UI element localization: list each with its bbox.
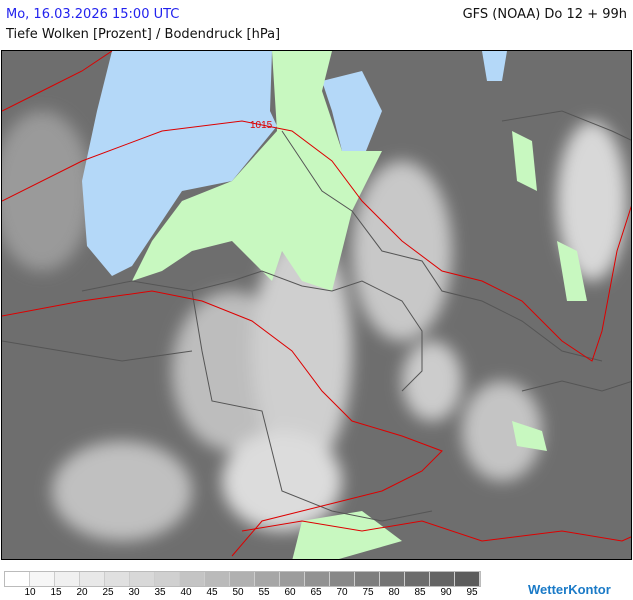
legend-swatch (55, 572, 80, 586)
legend-swatch (355, 572, 380, 586)
legend-swatch (405, 572, 430, 586)
legend-label: 25 (102, 587, 114, 598)
legend-label: 65 (310, 587, 322, 598)
legend-label: 85 (414, 587, 426, 598)
legend-label: 10 (24, 587, 36, 598)
country-borders (2, 110, 631, 522)
legend-label: 70 (336, 587, 348, 598)
legend-swatch (30, 572, 55, 586)
wetterkontor-logo[interactable]: WetterKontor (528, 582, 611, 597)
forecast-datetime: Mo, 16.03.2026 15:00 UTC (6, 7, 180, 22)
legend-label: 45 (206, 587, 218, 598)
clear-land (132, 51, 382, 291)
isobar-label: 1015 (250, 120, 273, 131)
legend-swatch (180, 572, 205, 586)
legend-label: 40 (180, 587, 192, 598)
legend-swatch (255, 572, 280, 586)
legend-swatch (205, 572, 230, 586)
legend-swatch (105, 572, 130, 586)
legend-label: 60 (284, 587, 296, 598)
legend-swatch (5, 572, 30, 586)
legend-swatch (80, 572, 105, 586)
legend-swatch (430, 572, 455, 586)
legend-label: 95 (466, 587, 478, 598)
legend-swatch (330, 572, 355, 586)
legend-label: 35 (154, 587, 166, 598)
legend-swatch (380, 572, 405, 586)
legend-swatch (130, 572, 155, 586)
legend-swatch (280, 572, 305, 586)
sea (82, 51, 277, 276)
legend-label: 30 (128, 587, 140, 598)
legend-label: 55 (258, 587, 270, 598)
legend-swatch (455, 572, 480, 586)
baltic-sea (322, 71, 382, 161)
legend-label: 75 (362, 587, 374, 598)
legend-label: 20 (76, 587, 88, 598)
weather-map[interactable]: 1015 (1, 50, 632, 560)
model-run: GFS (NOAA) Do 12 + 99h (462, 7, 627, 22)
isobars (2, 51, 631, 557)
legend-label: 50 (232, 587, 244, 598)
color-legend (4, 571, 481, 587)
legend-label: 90 (440, 587, 452, 598)
legend-swatch (230, 572, 255, 586)
legend-swatch (305, 572, 330, 586)
parameter-title: Tiefe Wolken [Prozent] / Bodendruck [hPa… (6, 27, 281, 42)
legend-swatch (155, 572, 180, 586)
legend-label: 15 (50, 587, 62, 598)
legend-label: 80 (388, 587, 400, 598)
cloud-field (2, 111, 627, 541)
